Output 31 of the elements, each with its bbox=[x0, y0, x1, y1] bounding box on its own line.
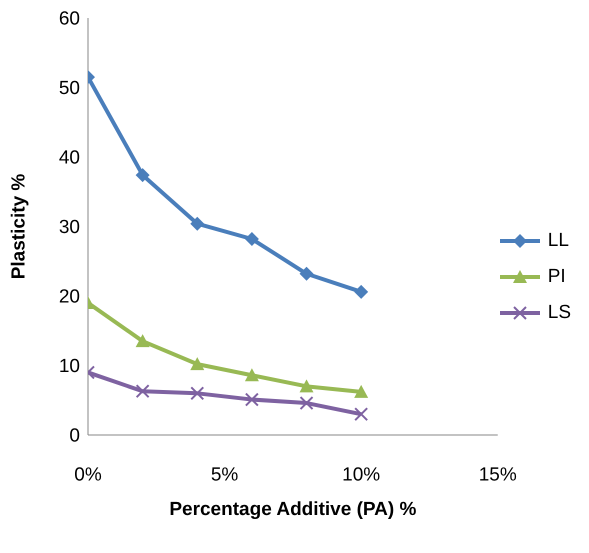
x-tick-label: 5% bbox=[210, 464, 238, 486]
y-tick-label: 10 bbox=[58, 356, 80, 378]
point bbox=[300, 379, 314, 392]
y-tick-label: 60 bbox=[58, 8, 80, 30]
point bbox=[136, 334, 150, 348]
y-tick-label: 20 bbox=[58, 286, 80, 308]
point bbox=[354, 407, 368, 422]
point bbox=[300, 266, 314, 281]
x-tick-label: 0% bbox=[74, 464, 102, 486]
legend-label: PI bbox=[548, 266, 566, 288]
point bbox=[190, 216, 204, 231]
y-axis-title: Plasticity % bbox=[8, 174, 30, 280]
x-axis-title: Percentage Additive (PA) % bbox=[169, 499, 417, 520]
point bbox=[244, 232, 259, 246]
x-tick-label: 10% bbox=[342, 464, 380, 486]
y-tick-label: 30 bbox=[58, 217, 80, 238]
point bbox=[136, 168, 150, 182]
y-tick-label: 50 bbox=[58, 78, 80, 100]
y-tick-label: 0 bbox=[69, 426, 80, 447]
point bbox=[244, 368, 259, 382]
legend-label: LS bbox=[548, 302, 571, 324]
legend-label: LL bbox=[548, 230, 569, 252]
point bbox=[244, 392, 259, 407]
point bbox=[300, 396, 314, 410]
point bbox=[190, 386, 204, 400]
point bbox=[190, 357, 204, 370]
y-tick-label: 40 bbox=[58, 148, 80, 169]
x-tick-label: 15% bbox=[478, 464, 517, 486]
point bbox=[354, 284, 368, 299]
point bbox=[136, 384, 150, 398]
point bbox=[354, 384, 368, 398]
